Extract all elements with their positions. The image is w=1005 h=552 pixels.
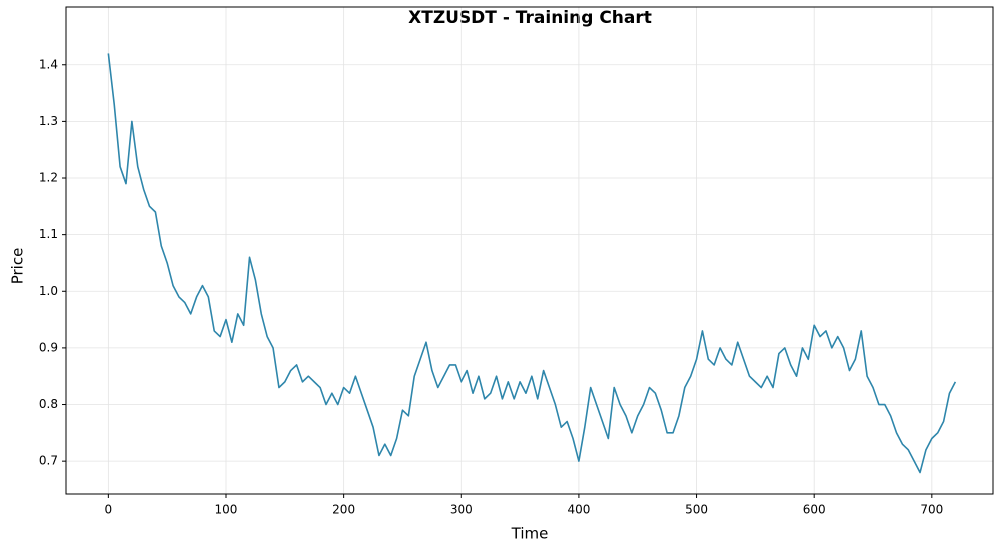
x-axis-label: Time [511, 525, 549, 543]
y-tick-label: 1.2 [39, 171, 58, 185]
x-tick-label: 700 [920, 503, 943, 517]
y-tick-label: 1.3 [39, 114, 58, 128]
grid [66, 7, 993, 494]
x-tick-label: 100 [215, 503, 238, 517]
y-tick-label: 1.1 [39, 227, 58, 241]
x-tick-label: 400 [567, 503, 590, 517]
chart-title: XTZUSDT - Training Chart [408, 8, 652, 28]
price-line [107, 53, 957, 474]
y-tick-label: 0.8 [39, 397, 58, 411]
x-tick-label: 300 [450, 503, 473, 517]
y-axis-label: Price [9, 248, 27, 285]
plot-frame [65, 6, 994, 495]
x-tick-label: 0 [105, 503, 113, 517]
y-tick-label: 0.7 [39, 454, 58, 468]
y-tick-label: 1.4 [39, 57, 58, 71]
y-tick-label: 0.9 [39, 340, 58, 354]
x-tick-label: 600 [803, 503, 826, 517]
x-tick-label: 500 [685, 503, 708, 517]
x-tick-label: 200 [332, 503, 355, 517]
y-tick-label: 1.0 [39, 284, 58, 298]
